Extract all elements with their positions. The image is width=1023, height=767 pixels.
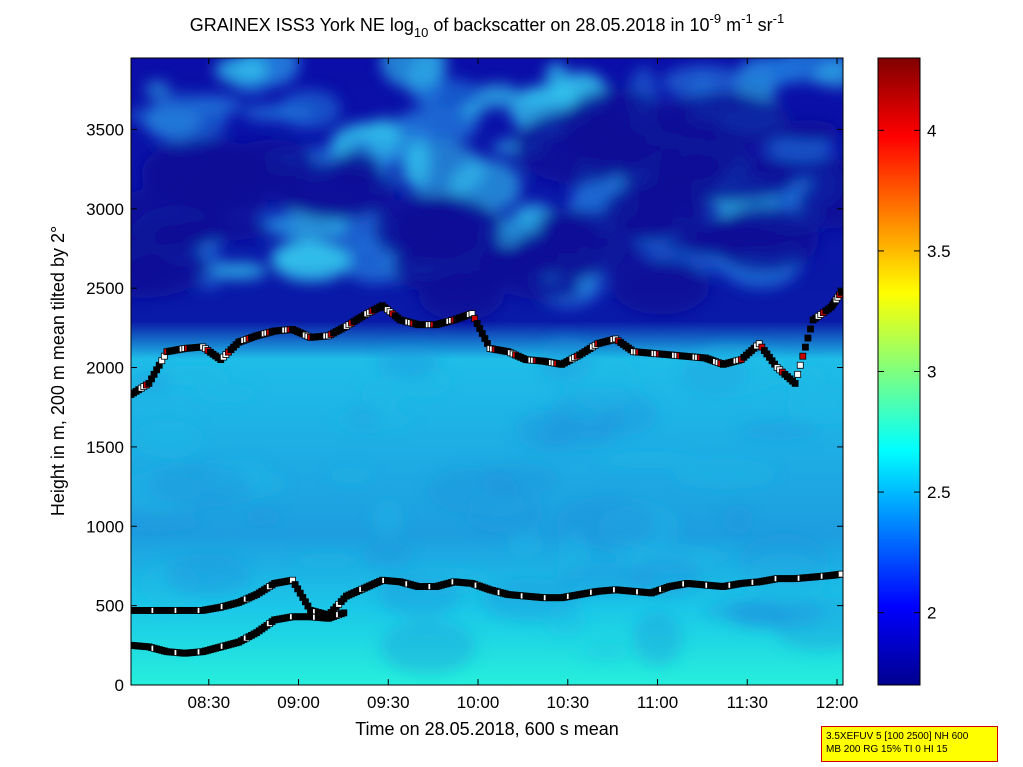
heatmap-plot-area (131, 58, 843, 685)
info-line-2: MB 200 RG 15% TI 0 HI 15 (826, 744, 948, 755)
x-tick-label: 09:30 (367, 693, 410, 712)
x-tick-label: 11:00 (637, 693, 678, 712)
cloud-base-markers (131, 288, 843, 657)
cloud-base-marker (799, 352, 807, 360)
y-tick-label: 0 (115, 676, 124, 695)
y-tick-label: 1000 (86, 517, 124, 536)
y-tick-label: 3000 (86, 200, 124, 219)
cloud-base-marker (807, 325, 814, 333)
cloud-base-marker (340, 609, 348, 617)
colorbar-tick-label: 3 (927, 363, 936, 382)
x-tick-label: 12:00 (816, 693, 859, 712)
x-tick-label: 09:00 (277, 693, 320, 712)
y-tick-label: 500 (96, 597, 124, 616)
processing-info-box: 3.5XEFUV 5 [100 2500] NH 600 MB 200 RG 1… (821, 726, 998, 762)
y-tick-label: 1500 (86, 438, 124, 457)
y-axis-label: Height in m, 200 m mean tilted by 2° (48, 226, 68, 516)
cloud-base-marker (804, 334, 812, 342)
x-tick-label: 10:30 (546, 693, 589, 712)
y-tick-label: 2500 (86, 279, 124, 298)
y-tick-label: 2000 (86, 359, 124, 378)
y-tick-label: 3500 (86, 120, 124, 139)
colorbar-tick-label: 2 (927, 604, 936, 623)
colorbar-tick-label: 4 (927, 121, 936, 140)
y-axis: 0 500 1000 1500 2000 2500 3000 3500 (86, 120, 843, 695)
plot-frame (130, 57, 844, 686)
colorbar-gradient (878, 58, 920, 685)
x-tick-label: 11:30 (727, 693, 768, 712)
x-axis: 08:30 09:00 09:30 10:00 10:30 11:00 11:30 12:00 (188, 58, 859, 712)
colorbar-ticks: 2 2.5 3 3.5 4 (878, 121, 951, 623)
cloud-base-marker (837, 570, 843, 578)
x-axis-label: Time on 28.05.2018, 600 s mean (355, 719, 619, 739)
info-line-1: 3.5XEFUV 5 [100 2500] NH 600 (826, 731, 969, 742)
chart-title: GRAINEX ISS3 York NE log10 of backscatte… (190, 11, 784, 40)
x-tick-label: 08:30 (188, 693, 231, 712)
x-tick-label: 10:00 (457, 693, 500, 712)
colorbar-tick-label: 3.5 (927, 242, 951, 261)
cloud-base-marker (801, 343, 809, 351)
colorbar: 2 2.5 3 3.5 4 (877, 57, 951, 686)
cloud-base-marker (796, 361, 804, 369)
heatmap-texture (131, 58, 843, 675)
cloud-base-marker (794, 370, 802, 378)
colorbar-tick-label: 2.5 (927, 483, 951, 502)
cloud-base-marker (837, 288, 843, 296)
cloud-base-marker (791, 380, 799, 387)
